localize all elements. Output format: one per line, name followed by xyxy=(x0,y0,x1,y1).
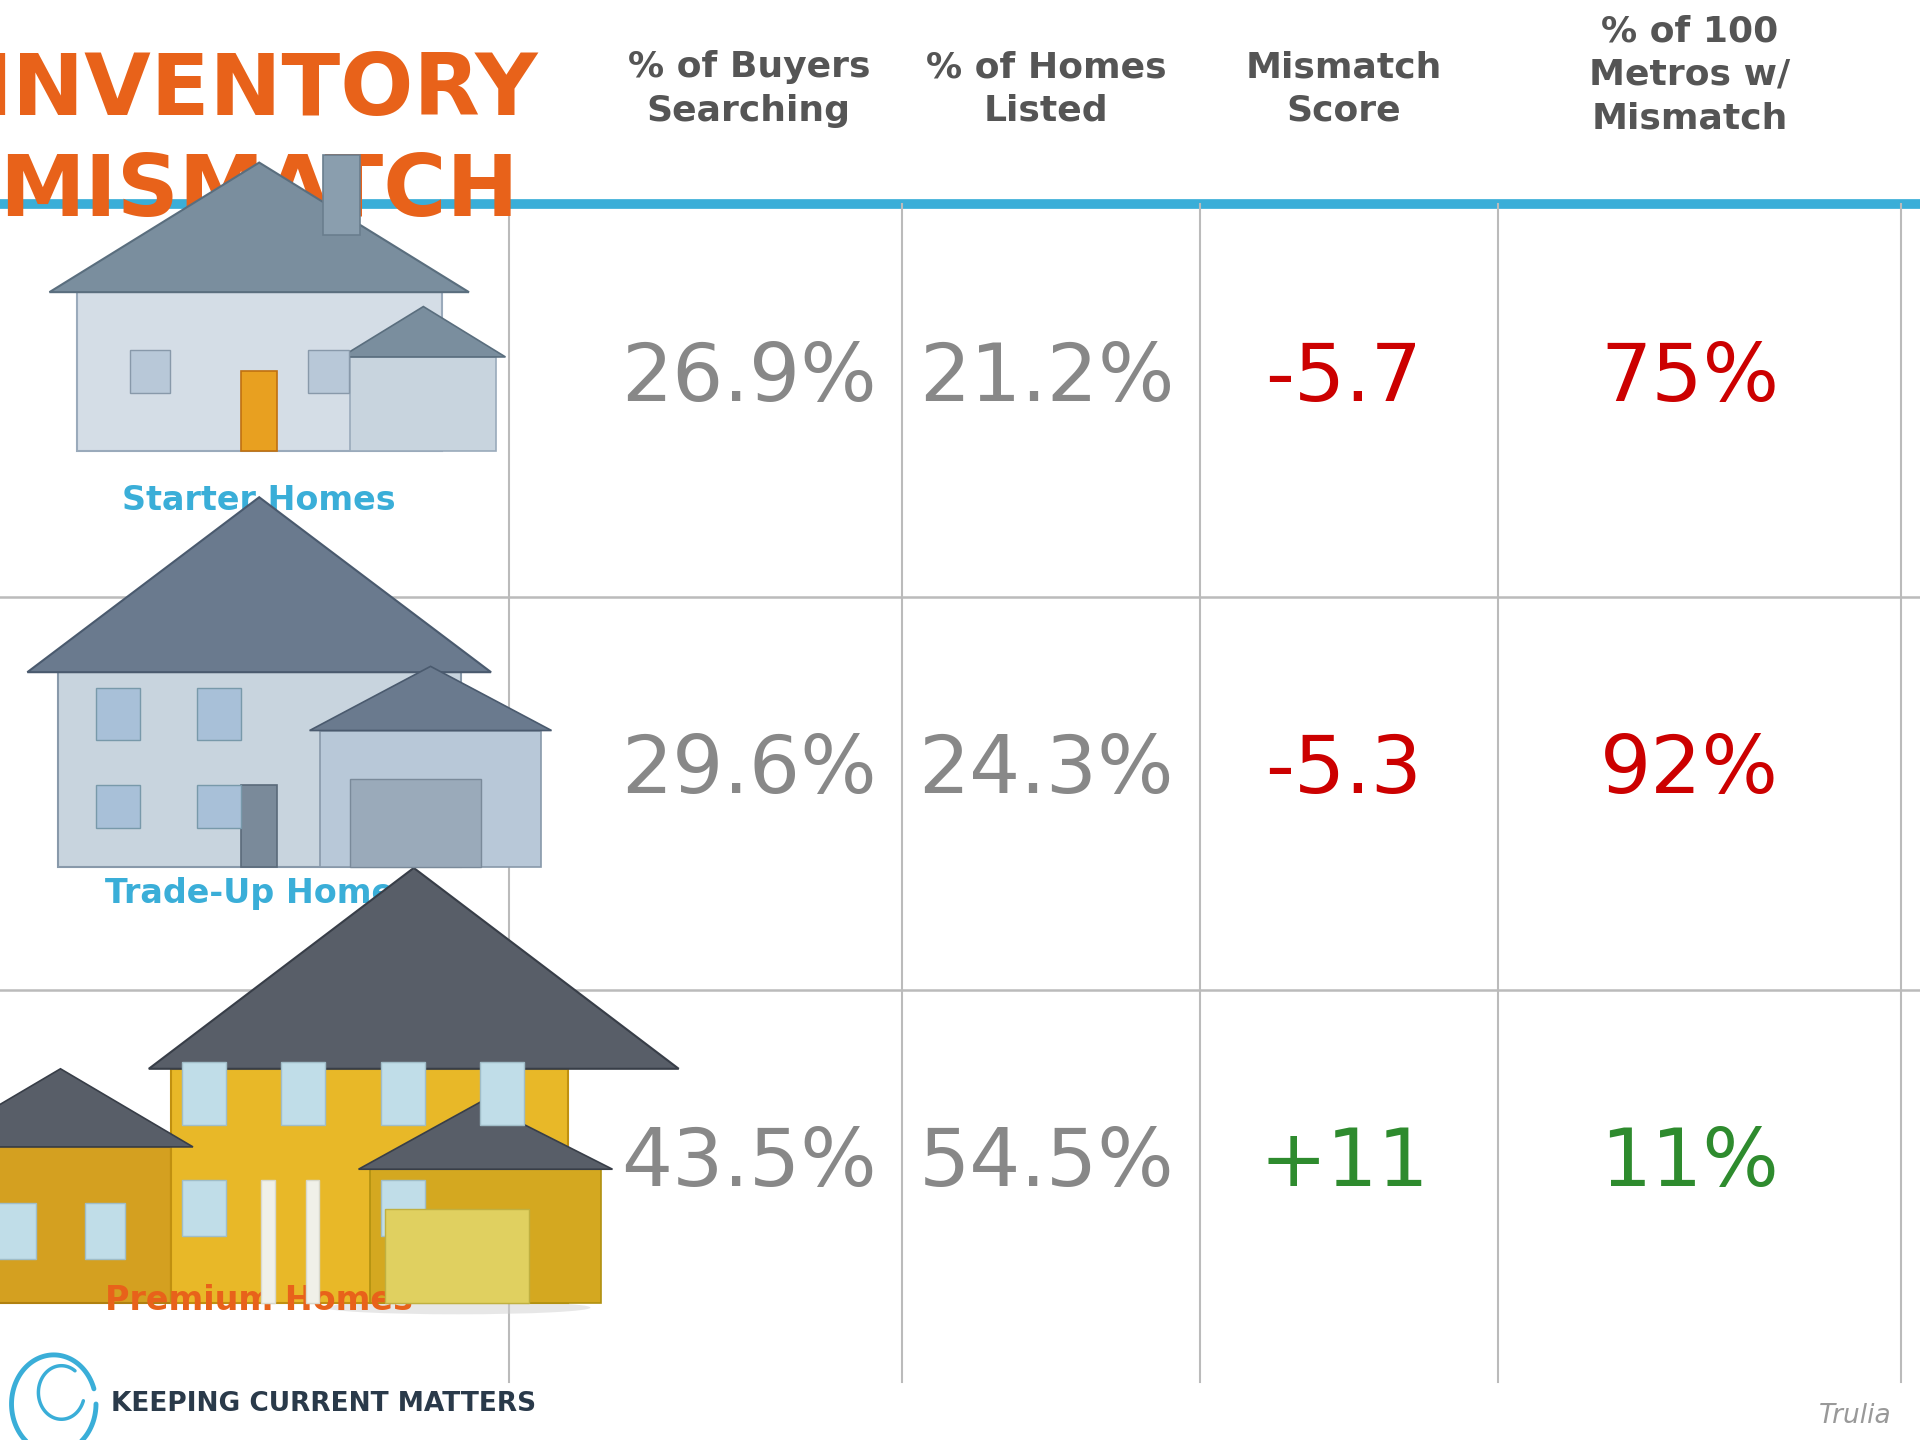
Ellipse shape xyxy=(324,1300,591,1315)
Text: 75%: 75% xyxy=(1599,340,1780,418)
Text: Mismatch
Score: Mismatch Score xyxy=(1246,50,1442,128)
Polygon shape xyxy=(150,868,680,1068)
Polygon shape xyxy=(369,1169,601,1303)
Text: KEEPING CURRENT MATTERS: KEEPING CURRENT MATTERS xyxy=(111,1391,536,1417)
Text: INVENTORY: INVENTORY xyxy=(0,50,538,134)
Text: -5.3: -5.3 xyxy=(1265,732,1423,811)
Text: % of Buyers
Searching: % of Buyers Searching xyxy=(628,50,870,128)
Bar xyxy=(182,1063,227,1125)
Text: 92%: 92% xyxy=(1599,732,1780,811)
Bar xyxy=(380,1181,424,1236)
Bar xyxy=(131,350,169,393)
Text: Trade-Up Homes: Trade-Up Homes xyxy=(106,877,413,910)
Bar xyxy=(309,350,349,393)
Text: 43.5%: 43.5% xyxy=(620,1125,877,1202)
Text: Starter Homes: Starter Homes xyxy=(123,484,396,517)
Polygon shape xyxy=(27,497,492,672)
Bar xyxy=(261,1181,275,1303)
Bar xyxy=(182,1181,227,1236)
Text: 29.6%: 29.6% xyxy=(620,732,877,811)
Text: 21.2%: 21.2% xyxy=(918,340,1175,418)
Bar xyxy=(242,785,276,867)
Text: MISMATCH: MISMATCH xyxy=(0,151,518,235)
Text: 54.5%: 54.5% xyxy=(918,1125,1175,1202)
Bar xyxy=(84,1202,125,1259)
Text: -5.7: -5.7 xyxy=(1265,340,1423,418)
Bar xyxy=(349,779,482,867)
Polygon shape xyxy=(359,1102,612,1169)
Polygon shape xyxy=(319,730,541,867)
Bar xyxy=(0,1202,36,1259)
Text: 24.3%: 24.3% xyxy=(918,732,1175,811)
Text: Trulia: Trulia xyxy=(1818,1403,1891,1428)
Bar xyxy=(480,1063,524,1125)
Text: 11%: 11% xyxy=(1599,1125,1780,1202)
Bar xyxy=(96,785,140,828)
FancyBboxPatch shape xyxy=(77,292,442,451)
Bar xyxy=(380,1063,424,1125)
Text: % of Homes
Listed: % of Homes Listed xyxy=(925,50,1167,128)
Polygon shape xyxy=(323,156,359,235)
Bar xyxy=(242,372,278,451)
Bar xyxy=(196,785,242,828)
Bar xyxy=(386,1210,528,1303)
Bar xyxy=(196,688,242,740)
Bar xyxy=(280,1063,324,1125)
Bar xyxy=(171,1068,568,1303)
Text: Premium Homes: Premium Homes xyxy=(106,1284,413,1318)
Text: 26.9%: 26.9% xyxy=(620,340,877,418)
Polygon shape xyxy=(50,163,468,292)
Bar xyxy=(305,1181,319,1303)
Polygon shape xyxy=(309,667,551,730)
Polygon shape xyxy=(349,357,495,451)
Polygon shape xyxy=(0,1068,192,1146)
Bar xyxy=(58,672,461,867)
Polygon shape xyxy=(0,1146,171,1303)
Text: +11: +11 xyxy=(1260,1125,1428,1202)
Text: % of 100
Metros w/
Mismatch: % of 100 Metros w/ Mismatch xyxy=(1590,14,1789,135)
Bar xyxy=(96,688,140,740)
Polygon shape xyxy=(342,307,505,357)
